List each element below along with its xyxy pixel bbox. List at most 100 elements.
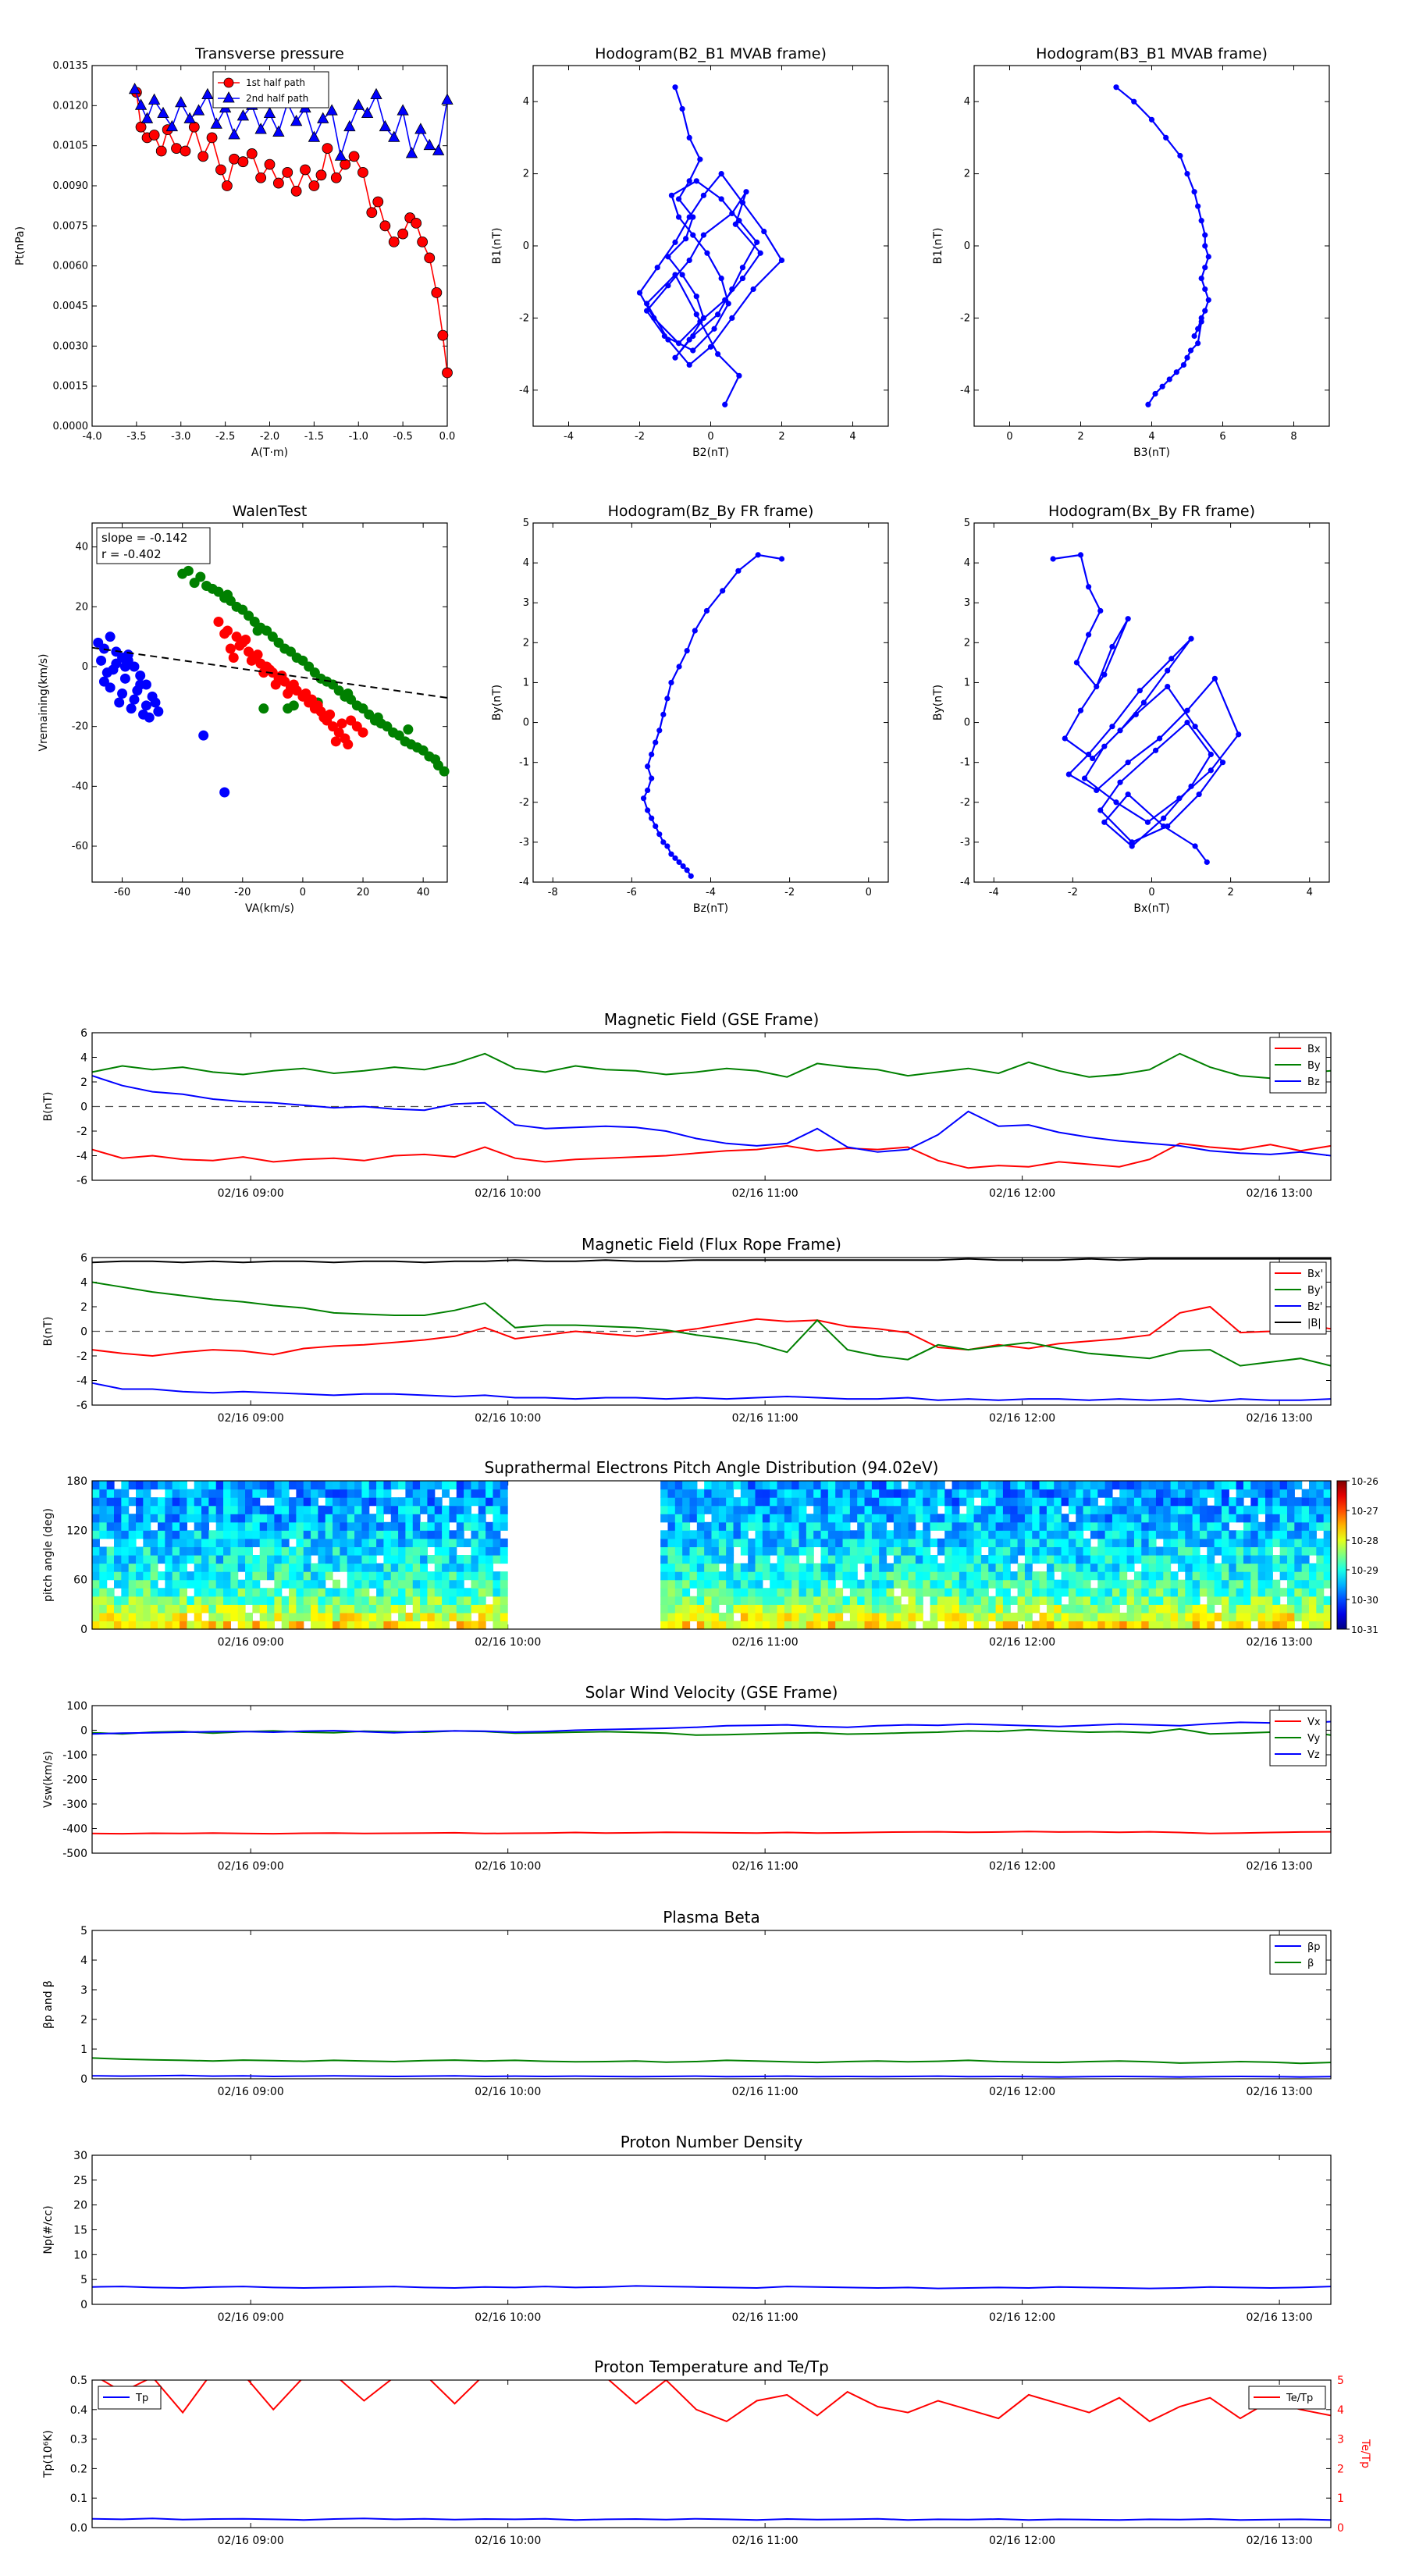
heatmap-cell [1264, 1538, 1273, 1548]
heatmap-cell [456, 1497, 464, 1507]
heatmap-cell [1141, 1489, 1150, 1498]
heatmap-cell [180, 1588, 187, 1597]
heatmap-cell [711, 1481, 720, 1490]
hodogram-point [686, 336, 692, 343]
heatmap-cell [1032, 1521, 1040, 1531]
heatmap-cell [1133, 1612, 1142, 1622]
heatmap-cell [187, 1621, 195, 1630]
heatmap-cell [1279, 1563, 1288, 1572]
heatmap-cell [230, 1538, 239, 1548]
heatmap-cell [449, 1481, 457, 1490]
heatmap-cell [311, 1571, 318, 1581]
heatmap-cell [937, 1514, 945, 1523]
point-2nd-half [317, 112, 329, 123]
heatmap-cell [412, 1546, 421, 1556]
heatmap-cell [449, 1571, 457, 1581]
heatmap-cell [704, 1497, 713, 1507]
heatmap-cell [1294, 1497, 1303, 1507]
walen-point-1 [288, 679, 299, 690]
heatmap-cell [1250, 1596, 1259, 1605]
point-2nd-half [397, 104, 409, 116]
heatmap-cell [770, 1571, 778, 1581]
heatmap-cell [383, 1612, 392, 1622]
heatmap-cell [106, 1521, 115, 1531]
heatmap-cell [791, 1546, 800, 1556]
point-1st-half [397, 228, 409, 240]
heatmap-cell [361, 1497, 370, 1507]
heatmap-cell [1170, 1571, 1179, 1581]
heatmap-cell [1119, 1497, 1128, 1507]
heatmap-cell [201, 1596, 209, 1605]
heatmap-cell [1301, 1612, 1310, 1622]
heatmap-cell [1264, 1530, 1273, 1539]
heatmap-cell [230, 1521, 239, 1531]
heatmap-cell [1170, 1579, 1179, 1589]
heatmap-cell [660, 1505, 669, 1514]
heatmap-cell [1229, 1571, 1237, 1581]
heatmap-cell [886, 1514, 895, 1523]
heatmap-cell [704, 1546, 713, 1556]
heatmap-cell [208, 1514, 217, 1523]
heatmap-cell [456, 1604, 464, 1614]
heatmap-cell [325, 1521, 333, 1531]
heatmap-cell [835, 1521, 844, 1531]
heatmap-cell [99, 1612, 108, 1622]
heatmap-cell [449, 1596, 457, 1605]
heatmap-cell [493, 1497, 501, 1507]
heatmap-cell [1148, 1530, 1157, 1539]
heatmap-cell [1250, 1521, 1259, 1531]
hodogram-point [640, 795, 647, 802]
heatmap-cell [1119, 1555, 1128, 1564]
hodogram-point [1196, 791, 1202, 798]
point-2nd-half [201, 87, 214, 100]
heatmap-cell [281, 1555, 290, 1564]
x-tick-label: -60 [114, 887, 130, 898]
heatmap-cell [1279, 1612, 1288, 1622]
hodogram-point [1152, 747, 1159, 753]
heatmap-cell [486, 1579, 494, 1589]
heatmap-cell [1097, 1521, 1106, 1531]
heatmap-cell [879, 1555, 887, 1564]
heatmap-cell [121, 1521, 130, 1531]
heatmap-cell [951, 1497, 960, 1507]
heatmap-cell [361, 1588, 370, 1597]
heatmap-cell [1112, 1612, 1120, 1622]
hodogram-point [690, 347, 696, 354]
heatmap-cell [1148, 1588, 1157, 1597]
hodogram-point [739, 275, 746, 282]
heatmap-cell [347, 1612, 355, 1622]
heatmap-cell [368, 1514, 377, 1523]
heatmap-cell [696, 1621, 705, 1630]
heatmap-cell [959, 1546, 967, 1556]
heatmap-cell [245, 1621, 253, 1630]
heatmap-cell [376, 1612, 385, 1622]
heatmap-cell [674, 1596, 683, 1605]
x-tick-label: -8 [548, 887, 558, 898]
heatmap-cell [842, 1579, 851, 1589]
x-tick-label: 02/16 09:00 [218, 1860, 284, 1873]
heatmap-cell [1170, 1596, 1179, 1605]
heatmap-cell [784, 1530, 792, 1539]
heatmap-cell [230, 1563, 239, 1572]
heatmap-cell [886, 1621, 895, 1630]
heatmap-cell [347, 1588, 355, 1597]
heatmap-cell [1061, 1612, 1069, 1622]
heatmap-cell [696, 1563, 705, 1572]
hodogram-point [680, 863, 686, 870]
heatmap-cell [784, 1497, 792, 1507]
y-tick-label: 4 [964, 96, 970, 108]
heatmap-cell [194, 1588, 202, 1597]
heatmap-cell [966, 1489, 975, 1498]
heatmap-cell [1017, 1612, 1026, 1622]
y-tick-label: 2 [80, 1076, 87, 1089]
heatmap-cell [1316, 1604, 1325, 1614]
heatmap-cell [879, 1579, 887, 1589]
hodogram-point [1205, 297, 1211, 303]
heatmap-cell [740, 1563, 749, 1572]
heatmap-cell [398, 1546, 407, 1556]
heatmap-cell [1207, 1538, 1215, 1548]
heatmap-cell [1083, 1521, 1091, 1531]
heatmap-cell [1279, 1514, 1288, 1523]
heatmap-cell [1323, 1514, 1332, 1523]
